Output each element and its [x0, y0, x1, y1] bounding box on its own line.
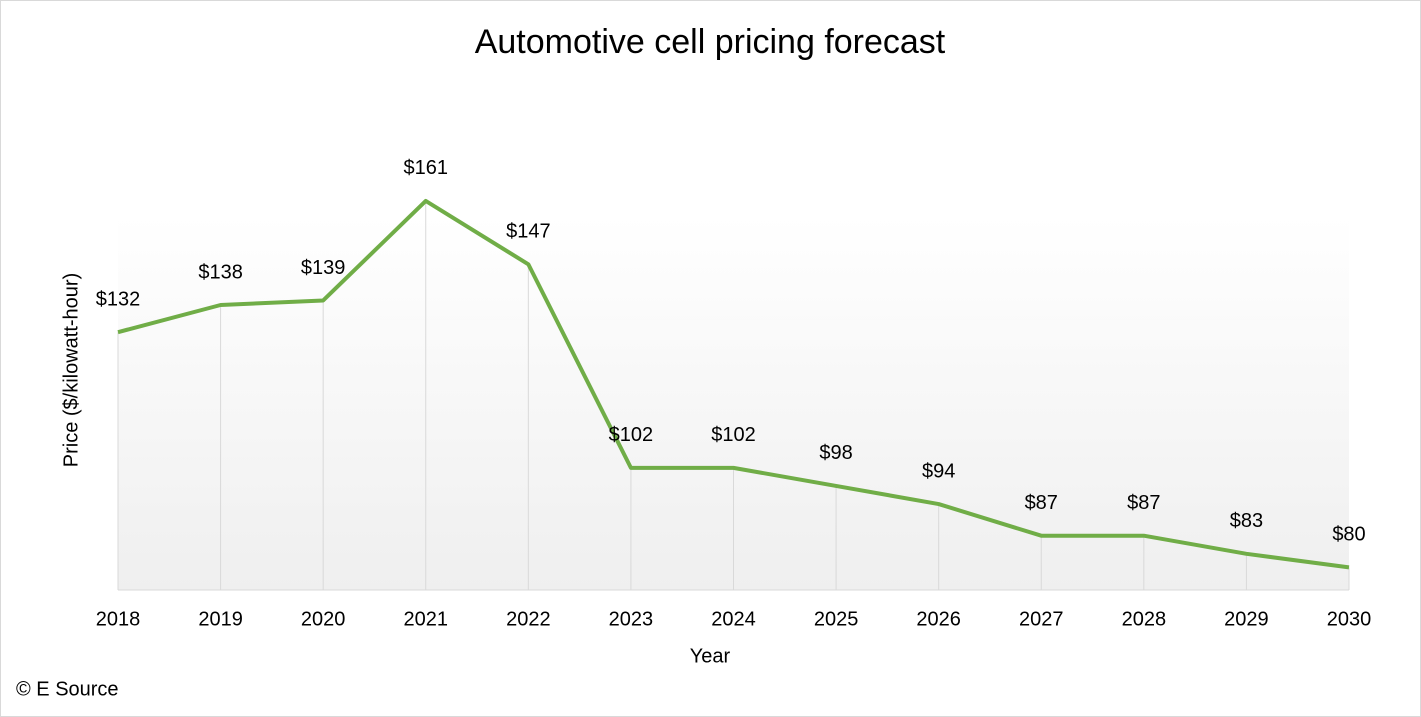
x-tick-label: 2028	[1122, 608, 1167, 630]
x-tick-label: 2030	[1327, 608, 1372, 630]
source: © E Source	[16, 678, 119, 700]
data-label: $94	[922, 460, 955, 482]
data-label: $83	[1230, 510, 1263, 532]
chart-title: Automotive cell pricing forecast	[475, 23, 946, 61]
data-label: $102	[711, 424, 756, 446]
x-tick-label: 2029	[1224, 608, 1269, 630]
x-tick-label: 2025	[814, 608, 859, 630]
data-label: $80	[1332, 524, 1365, 546]
data-label: $147	[506, 221, 551, 243]
x-tick-label: 2026	[916, 608, 961, 630]
data-label: $102	[609, 424, 654, 446]
x-tick-label: 2022	[506, 608, 551, 630]
data-label: $161	[404, 157, 449, 179]
data-label: $87	[1127, 492, 1160, 514]
line	[117, 198, 1350, 570]
x-tick-label: 2020	[301, 608, 346, 630]
data-label: $139	[301, 257, 346, 279]
y-axis-label: Price ($/kilowatt-hour)	[60, 273, 82, 468]
data-label: $132	[96, 288, 141, 310]
x-tick-label: 2018	[96, 608, 141, 630]
x-axis-label: Year	[690, 645, 731, 667]
x-tick-label: 2021	[404, 608, 449, 630]
x-tick-label: 2023	[609, 608, 654, 630]
x-tick-label: 2027	[1019, 608, 1064, 630]
data-label: $138	[198, 261, 243, 283]
data-label: $98	[819, 442, 852, 464]
x-tick-label: 2019	[198, 608, 243, 630]
x-tick-label: 2024	[711, 608, 756, 630]
data-label: $87	[1025, 492, 1058, 514]
